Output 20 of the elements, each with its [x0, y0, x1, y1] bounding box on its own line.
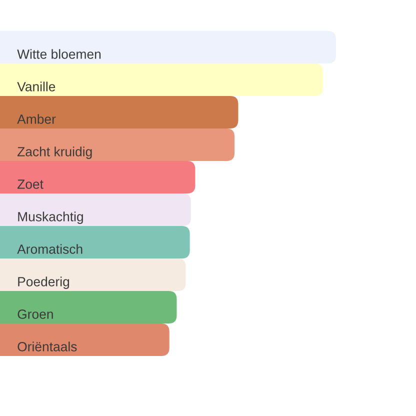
- y-tick-label: Vanille: [17, 82, 56, 92]
- y-tick-label: Zoet: [18, 180, 44, 189]
- y-tick-label: Amber: [17, 114, 56, 124]
- y-tick-label: Oriëntaals: [18, 342, 77, 352]
- bar: [0, 64, 323, 96]
- bar: [0, 226, 190, 258]
- bar: [0, 128, 235, 161]
- y-tick-label: Zacht kruidig: [18, 146, 92, 159]
- y-tick-label: Muskachtig: [18, 212, 83, 224]
- bar: [0, 194, 191, 226]
- bar: [0, 161, 196, 194]
- y-tick-label: Aromatisch: [17, 244, 82, 254]
- y-tick-label: Witte bloemen: [17, 49, 101, 59]
- y-tick-label: Poederig: [18, 276, 70, 289]
- bar: [0, 96, 238, 128]
- y-tick-label: Groen: [18, 310, 53, 319]
- bar: [0, 31, 336, 64]
- bar: [0, 258, 186, 291]
- bar: [0, 291, 177, 324]
- bar: [0, 324, 170, 356]
